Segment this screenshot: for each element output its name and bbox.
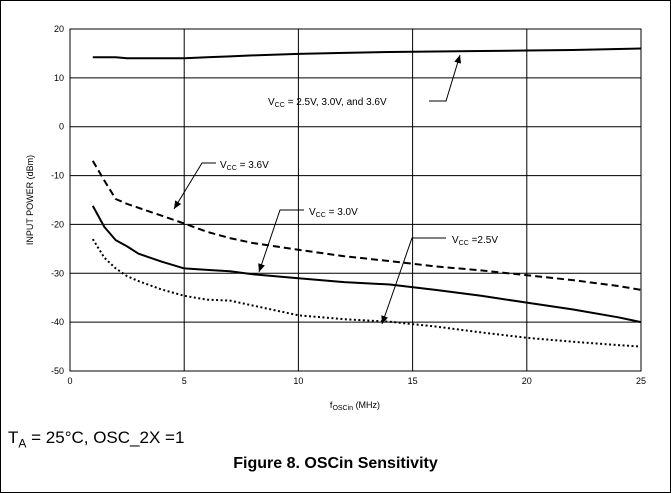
- svg-text:VCC = 2.5V, 3.0V, and 3.6V: VCC = 2.5V, 3.0V, and 3.6V: [268, 97, 387, 109]
- series-line-3: [91, 205, 642, 324]
- annotation-vcc-30-sub: CC: [316, 212, 326, 219]
- y-axis-title: INPUT POWER (dBm): [25, 155, 35, 245]
- annotation-vcc-36-leader: [173, 162, 216, 210]
- svg-text:VCC = 3.6V: VCC = 3.6V: [220, 160, 269, 172]
- y-tick-label: 10: [54, 73, 64, 83]
- arrowhead: [381, 315, 388, 324]
- y-tick-label: 20: [54, 24, 64, 34]
- annotation-vcc-25: VCC =2.5V: [381, 235, 498, 325]
- svg-text:VCC =2.5V: VCC =2.5V: [452, 235, 498, 247]
- chart: 20 10 0 -10 -20 -30 -40 -50 0 5 10 15 20 25 INPUT PO…: [25, 24, 646, 412]
- annotation-vcc-36: VCC = 3.6V: [173, 160, 269, 210]
- annotation-vcc-all: VCC = 2.5V, 3.0V, and 3.6V: [268, 54, 461, 109]
- x-tick-label: 25: [636, 376, 646, 386]
- x-tick-label: 15: [408, 376, 418, 386]
- y-tick-label: -40: [51, 317, 64, 327]
- series-line-1: [92, 47, 642, 60]
- conditions-t: T: [8, 428, 19, 447]
- x-tick-labels: 0 5 10 15 20 25: [67, 376, 646, 386]
- annotation-vcc-30-main: V: [309, 207, 316, 218]
- y-tick-label: -10: [51, 171, 64, 181]
- x-tick-label: 10: [293, 376, 303, 386]
- annotation-vcc-25-leader: [381, 237, 446, 325]
- annotation-vcc-25-rest: =2.5V: [469, 235, 499, 246]
- x-tick-label: 0: [67, 376, 72, 386]
- x-axis-title-rest: (MHz): [353, 400, 380, 410]
- annotation-vcc-36-rest: = 3.6V: [237, 160, 269, 171]
- conditions-rest: = 25°C, OSC_2X =1: [26, 428, 185, 447]
- y-tick-labels: 20 10 0 -10 -20 -30 -40 -50: [51, 24, 64, 376]
- series-line-4: [91, 238, 642, 348]
- series-lines: [91, 47, 642, 348]
- svg-text:VCC = 3.0V: VCC = 3.0V: [309, 207, 358, 219]
- y-tick-label: -30: [51, 268, 64, 278]
- arrowhead: [174, 200, 182, 209]
- x-tick-label: 20: [522, 376, 532, 386]
- annotation-vcc-36-main: V: [220, 160, 227, 171]
- arrowhead: [258, 263, 265, 272]
- x-axis-title-sub: OSCin: [332, 405, 353, 412]
- annotation-vcc-36-sub: CC: [227, 165, 237, 172]
- annotation-vcc-all-main: V: [268, 97, 275, 108]
- annotation-vcc-30: VCC = 3.0V: [258, 207, 358, 273]
- annotation-vcc-25-sub: CC: [459, 240, 469, 247]
- annotation-vcc-all-rest: = 2.5V, 3.0V, and 3.6V: [285, 97, 387, 108]
- annotation-vcc-30-leader: [258, 209, 304, 273]
- grid-lines: [69, 28, 642, 372]
- annotation-vcc-30-rest: = 3.0V: [326, 207, 358, 218]
- x-axis-title-main: f: [330, 400, 333, 410]
- figure-caption: Figure 8. OSCin Sensitivity: [233, 455, 438, 472]
- y-tick-label: -20: [51, 219, 64, 229]
- annotation-vcc-25-main: V: [452, 235, 459, 246]
- annotation-vcc-all-sub: CC: [275, 102, 285, 109]
- y-tick-label: 0: [59, 122, 64, 132]
- series-line-2: [91, 160, 642, 291]
- annotation-arrowheads: [174, 55, 462, 324]
- conditions-t-sub: A: [18, 436, 27, 451]
- arrowhead: [454, 55, 462, 64]
- x-tick-label: 5: [182, 376, 187, 386]
- y-tick-label: -50: [51, 366, 64, 376]
- annotation-vcc-all-leader: [429, 54, 461, 102]
- test-conditions: TA = 25°C, OSC_2X =1: [8, 428, 184, 450]
- x-axis-title: fOSCin (MHz): [330, 400, 380, 412]
